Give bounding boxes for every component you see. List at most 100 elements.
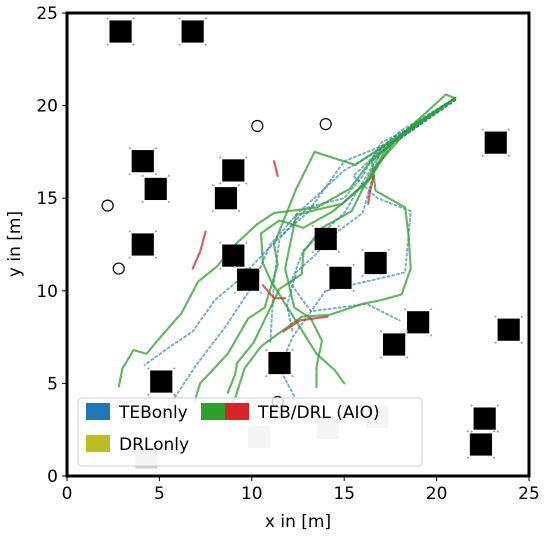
obstacle-17-corner-0 [147,367,150,370]
obstacle-16-corner-2 [265,375,268,378]
x-tick-label-3: 15 [333,484,355,504]
obstacle-6 [214,187,238,210]
obstacle-1-corner-2 [178,43,181,46]
obstacle-5-corner-2 [141,201,144,204]
obstacle-12 [237,268,260,291]
obstacle-9-corner-2 [219,267,222,270]
trajectory-2 [278,97,457,398]
obstacle-7 [314,227,337,251]
obstacle-10-corner-1 [387,248,390,251]
obstacle-14-corner-2 [494,341,497,344]
obstacle-19-corner-0 [466,430,469,433]
y-tick-label-4: 20 [36,97,58,117]
obstacle-16-corner-0 [265,348,268,351]
obstacle-5-corner-1 [167,174,170,177]
obstacle-19 [469,433,493,456]
obstacle-11-corner-3 [352,289,355,292]
obstacle-6-corner-0 [211,184,214,187]
obstacle-11-corner-0 [326,263,329,266]
obstacle-15-corner-0 [380,330,383,333]
trajectory-12 [367,174,375,205]
obstacle-4 [222,159,245,182]
obstacle-18-corner-2 [470,430,473,433]
obstacle-12-corner-2 [234,291,237,294]
obstacle-13 [407,311,430,334]
obstacles-layer [106,17,523,459]
obstacle-3-corner-2 [128,173,131,176]
obstacle-0-corner-2 [106,43,109,46]
obstacle-10-corner-0 [361,248,364,251]
legend-box [77,397,423,467]
obstacle-5-corner-0 [141,174,144,177]
obstacle-15-corner-2 [380,356,383,359]
obstacle-9-corner-0 [219,241,222,244]
legend-label-1: TEB/DRL (AIO) [257,403,380,423]
obstacle-17-corner-3 [173,393,176,396]
obstacle-14 [497,318,520,341]
obstacle-17 [150,370,173,393]
trajectory-6 [224,93,457,415]
y-tick-label-0: 0 [47,467,58,487]
obstacle-2-corner-3 [507,154,510,157]
obstacle-8-corner-3 [154,256,157,259]
obstacle-1-corner-0 [178,17,181,20]
obstacle-7-corner-2 [311,251,314,254]
obstacle-6-corner-3 [238,210,241,213]
obstacle-13-corner-0 [404,308,407,311]
obstacle-10-corner-3 [387,275,390,278]
obstacle-12-corner-0 [234,265,237,268]
trajectory-4 [143,99,457,366]
circle-obstacle-2 [251,119,264,133]
obstacle-8-corner-0 [128,230,131,233]
circle-obstacle-0 [101,199,114,212]
obstacle-9 [222,244,245,267]
obstacle-11-corner-1 [352,263,355,266]
obstacle-1-corner-3 [204,43,207,46]
obstacle-12-corner-3 [260,291,263,294]
obstacle-14-corner-1 [520,315,523,318]
obstacle-2-corner-0 [481,128,484,131]
obstacle-18-corner-3 [496,430,499,433]
x-tick-label-4: 20 [426,484,448,504]
obstacle-15 [383,333,406,356]
obstacle-15-corner-3 [406,356,409,359]
obstacle-7-corner-0 [311,224,314,227]
legend-label-0: TEBonly [118,403,188,423]
obstacle-2 [484,131,507,154]
obstacle-16-corner-1 [291,348,294,351]
obstacle-17-corner-2 [147,393,150,396]
obstacle-4-corner-3 [245,182,248,185]
obstacle-4-corner-2 [219,182,222,185]
obstacle-4-corner-1 [245,156,248,159]
y-tick-label-3: 15 [36,189,58,209]
obstacle-1-corner-1 [204,17,207,20]
obstacle-16 [268,351,291,375]
obstacle-18 [473,407,496,430]
obstacle-17-corner-1 [173,367,176,370]
trajectory-10 [226,97,457,394]
obstacle-7-corner-1 [337,224,340,227]
obstacle-13-corner-3 [430,334,433,337]
obstacle-16-corner-3 [291,375,294,378]
x-tick-label-0: 0 [62,484,73,504]
obstacle-18-corner-1 [496,404,499,407]
x-tick-label-1: 5 [154,484,165,504]
obstacle-10 [364,251,387,275]
obstacle-2-corner-1 [507,128,510,131]
x-tick-label-2: 10 [241,484,263,504]
obstacle-3 [131,150,154,173]
obstacle-8 [131,233,154,256]
x-tick-label-5: 25 [518,484,540,504]
y-tick-label-1: 5 [47,374,58,394]
obstacle-19-corner-2 [466,456,469,459]
obstacle-4-corner-0 [219,156,222,159]
trajectory-7 [193,97,457,403]
obstacle-2-corner-2 [481,154,484,157]
obstacle-0-corner-1 [132,17,135,20]
y-tick-label-2: 10 [36,282,58,302]
y-tick-label-5: 25 [36,4,58,24]
legend-swatch-0-0 [86,403,110,420]
trajectory-11 [259,97,457,385]
obstacle-18-corner-0 [470,404,473,407]
obstacle-14-corner-3 [520,341,523,344]
